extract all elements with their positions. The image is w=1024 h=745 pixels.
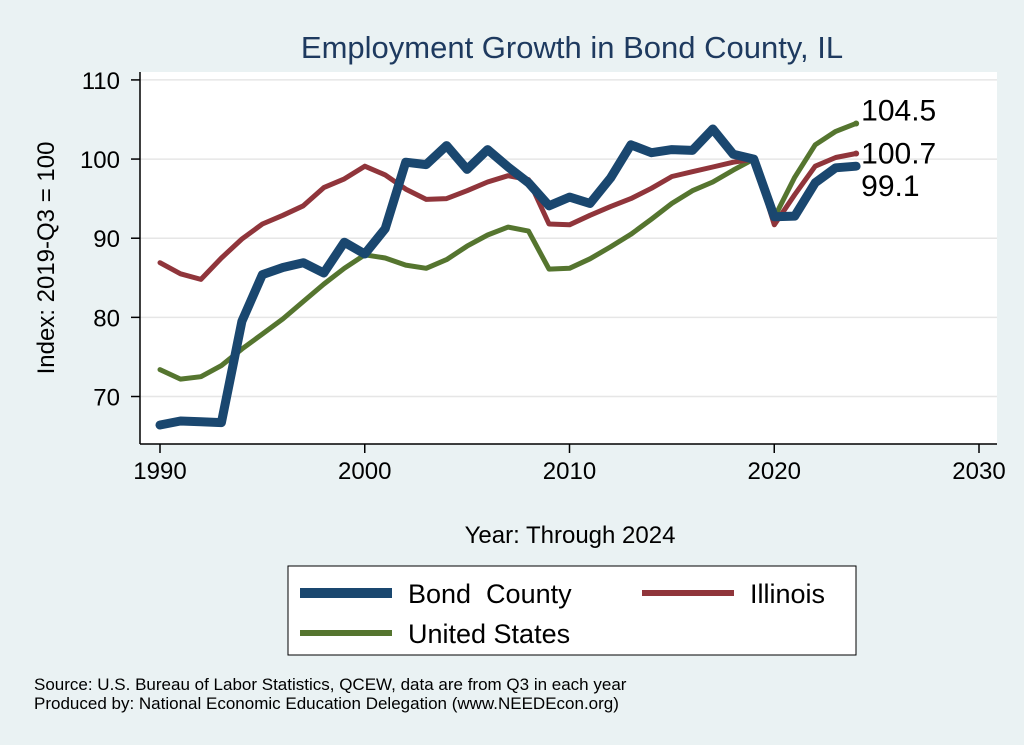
legend: Bond County Illinois United States xyxy=(287,565,857,656)
end-label-illinois: 100.7 xyxy=(861,138,936,171)
x-tick-label-1990: 1990 xyxy=(133,458,186,485)
series-line-united-states xyxy=(157,120,859,382)
series-end-point-bond-county xyxy=(853,163,860,170)
y-tick-label-70: 70 xyxy=(93,385,120,412)
x-tick-label-2000: 2000 xyxy=(338,458,391,485)
series-lines xyxy=(155,120,861,430)
legend-label-bond-county: Bond County xyxy=(408,579,572,609)
legend-box xyxy=(287,565,857,656)
series-end-point-illinois xyxy=(853,150,860,157)
legend-label-united-states: United States xyxy=(408,619,570,649)
x-axis-title: Year: Through 2024 xyxy=(465,522,676,549)
series-line-illinois xyxy=(157,151,859,282)
chart-title: Employment Growth in Bond County, IL xyxy=(301,30,843,65)
x-tick-label-2010: 2010 xyxy=(543,458,596,485)
y-tick-label-80: 80 xyxy=(93,305,120,332)
end-label-bond-county: 99.1 xyxy=(861,170,919,203)
y-tick-label-90: 90 xyxy=(93,226,120,253)
producer-note: Produced by: National Economic Education… xyxy=(34,694,619,713)
x-tick-label-2030: 2030 xyxy=(952,458,1005,485)
legend-label-illinois: Illinois xyxy=(750,579,825,609)
x-tick-label-2020: 2020 xyxy=(748,458,801,485)
y-axis-title: Index: 2019-Q3 = 100 xyxy=(33,142,60,375)
series-end-point-united-states xyxy=(853,120,860,127)
y-tick-label-110: 110 xyxy=(82,68,120,95)
y-tick-label-100: 100 xyxy=(80,147,120,174)
axes: 70 80 90 100 110 1990 2000 2010 2020 2030 xyxy=(80,68,1006,485)
source-note: Source: U.S. Bureau of Labor Statistics,… xyxy=(34,675,627,694)
series-line-bond-county xyxy=(155,124,861,430)
end-label-united-states: 104.5 xyxy=(861,94,936,127)
plot-area xyxy=(140,72,997,444)
